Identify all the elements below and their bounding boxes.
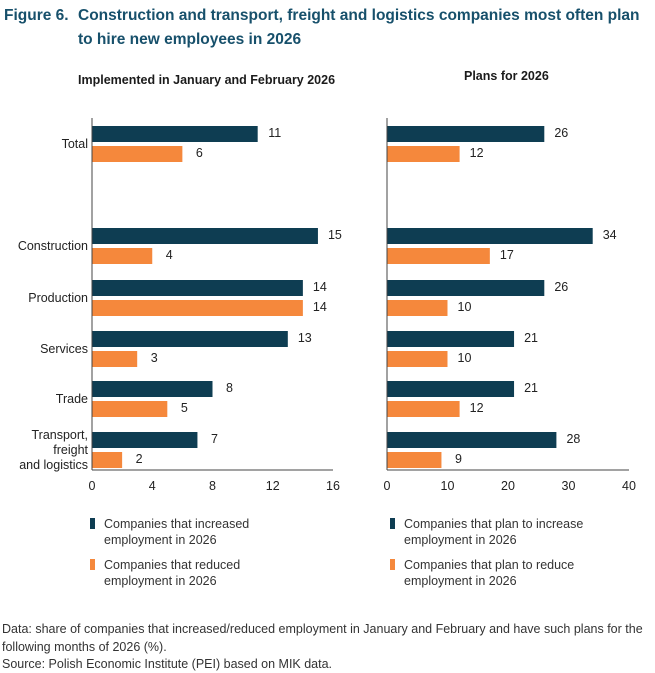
bar-reduce [92,452,123,468]
data-label: 15 [328,228,342,242]
x-tick-label: 16 [326,479,340,493]
legend-label: Companies that plan to increase employme… [404,517,584,547]
figure-label: Figure 6. [4,7,69,24]
category-label: Trade [56,392,88,406]
bar-reduce [92,300,303,316]
data-label: 14 [313,280,327,294]
data-label: 10 [458,351,472,365]
data-label: 34 [603,228,617,242]
figure-title-text: Construction and transport, freight and … [78,7,640,48]
data-label: 28 [566,432,580,446]
data-label: 9 [455,452,462,466]
bar-reduce [92,401,168,417]
bar-increase [92,381,213,397]
data-label: 12 [470,401,484,415]
data-label: 2 [136,452,143,466]
data-label: 7 [211,432,218,446]
bar-reduce [92,351,138,367]
data-label: 26 [554,126,568,140]
legend-label: Companies that increased employment in 2… [104,517,250,547]
legend-swatch-dark [90,518,95,529]
x-tick-label: 0 [89,479,96,493]
x-tick-label: 20 [501,479,515,493]
data-label: 14 [313,300,327,314]
bar-reduce [387,401,460,417]
bar-increase [92,228,318,244]
bar-increase [387,126,545,142]
category-label: Production [28,291,88,305]
data-label: 12 [470,146,484,160]
bar-increase [92,126,258,142]
category-label: Transport, [31,428,88,442]
category-label: Services [40,342,88,356]
bar-increase [92,331,288,347]
right-chart-title: Plans for 2026 [464,69,549,83]
legend-swatch-orange [90,559,95,570]
x-tick-label: 0 [384,479,391,493]
bar-increase [387,381,515,397]
bar-increase [387,432,557,448]
bar-increase [387,331,515,347]
legend-swatch-dark [390,518,395,529]
bar-reduce [387,452,442,468]
data-label: 26 [554,280,568,294]
data-label: 21 [524,331,538,345]
legend-label: Companies that plan to reduce employment… [404,558,575,588]
data-label: 8 [226,381,233,395]
x-tick-label: 10 [441,479,455,493]
bar-increase [92,280,303,296]
x-tick-label: 30 [562,479,576,493]
category-label: Total [62,137,88,151]
data-label: 17 [500,248,514,262]
legend-label: Companies that reduced employment in 202… [104,558,241,588]
legend-swatch-orange [390,559,395,570]
x-tick-label: 8 [209,479,216,493]
data-label: 5 [181,401,188,415]
bar-increase [387,228,593,244]
bar-reduce [387,146,460,162]
x-tick-label: 4 [149,479,156,493]
category-label: Construction [18,239,88,253]
data-label: 11 [268,126,281,140]
category-label: and logistics [19,458,88,472]
x-tick-label: 40 [622,479,636,493]
data-label: 4 [166,248,173,262]
category-label: freight [53,443,88,457]
bar-reduce [92,248,153,264]
bar-reduce [387,300,448,316]
data-label: 21 [524,381,538,395]
bar-reduce [387,351,448,367]
source-note: Source: Polish Economic Institute (PEI) … [2,657,333,671]
data-label: 6 [196,146,203,160]
bar-reduce [92,146,183,162]
bar-increase [387,280,545,296]
data-label: 13 [298,331,312,345]
x-tick-label: 12 [266,479,280,493]
data-note: Data: share of companies that increased/… [2,622,643,654]
data-label: 3 [151,351,158,365]
data-label: 10 [458,300,472,314]
left-chart-title: Implemented in January and February 2026 [78,73,336,87]
bar-reduce [387,248,490,264]
bar-increase [92,432,198,448]
